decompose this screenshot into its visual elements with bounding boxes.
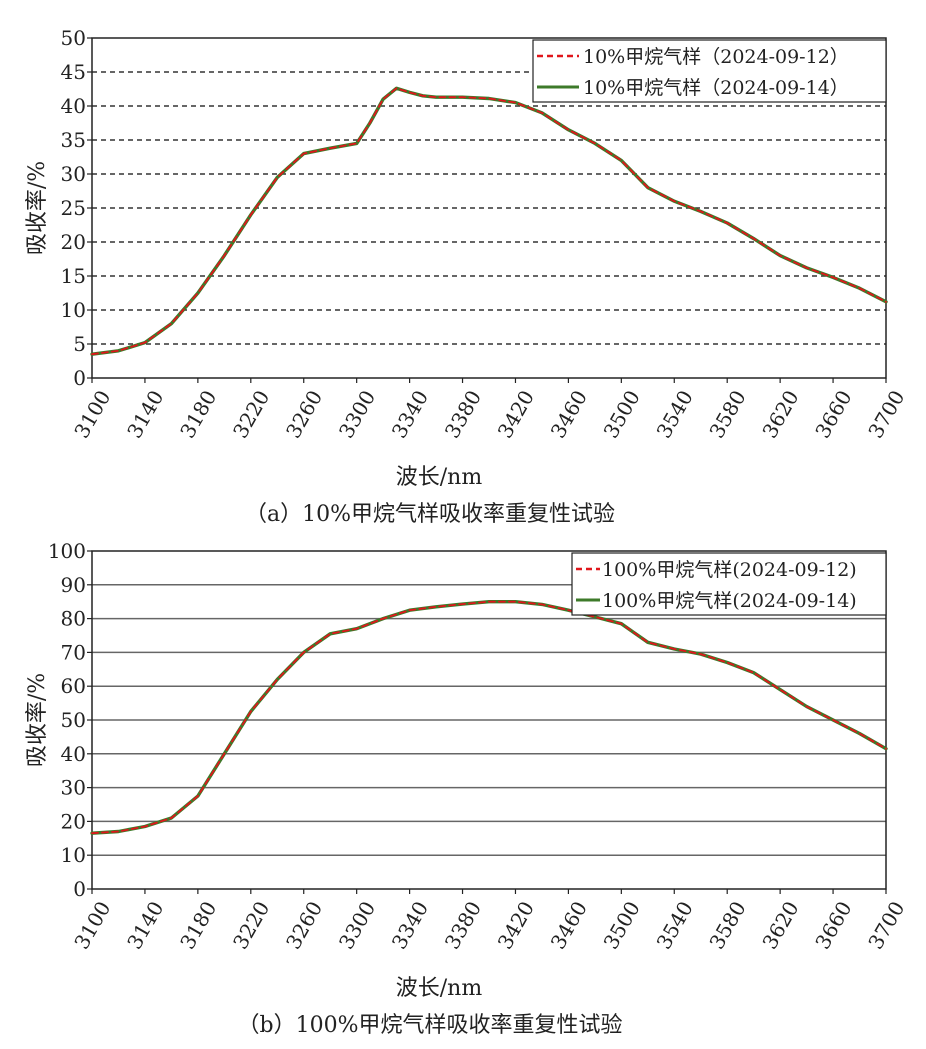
x-tick-label: 3220	[228, 386, 274, 442]
x-tick-label: 3460	[546, 386, 592, 442]
y-tick-label: 35	[61, 128, 86, 152]
y-axis-title: 吸收率/%	[25, 673, 50, 767]
y-tick-label: 10	[61, 298, 86, 322]
x-tick-label: 3380	[440, 897, 486, 953]
x-tick-label: 3660	[810, 897, 856, 953]
x-tick-label: 3340	[387, 897, 433, 953]
x-tick-label: 3500	[599, 386, 645, 442]
x-tick-label: 3700	[863, 897, 909, 953]
y-axis-title: 吸收率/%	[25, 161, 50, 255]
legend-box	[571, 552, 887, 616]
y-tick-label: 15	[61, 264, 86, 288]
y-tick-label: 50	[61, 708, 86, 732]
legend: 10%甲烷气样（2024-09-12） 10%甲烷气样（2024-09-14）	[532, 39, 887, 103]
x-tick-label: 3140	[122, 897, 168, 953]
y-tick-label: 50	[61, 26, 86, 50]
x-tick-label: 3180	[175, 386, 221, 442]
legend: 100%甲烷气样(2024-09-12) 100%甲烷气样(2024-09-14)	[571, 552, 887, 616]
series-line-1	[91, 87, 887, 356]
x-tick-label: 3620	[757, 897, 803, 953]
x-tick-label: 3300	[334, 386, 380, 442]
x-tick-label: 3180	[175, 897, 221, 953]
x-tick-label: 3340	[387, 386, 433, 442]
x-tick-label: 3580	[704, 386, 750, 442]
y-tick-label: 5	[73, 332, 86, 356]
x-tick-label: 3140	[122, 386, 168, 442]
x-tick-label: 3380	[440, 386, 486, 442]
y-tick-label: 70	[61, 640, 86, 664]
y-tick-label: 45	[61, 60, 86, 84]
y-tick-label: 20	[61, 809, 86, 833]
x-tick-label: 3260	[281, 386, 327, 442]
y-tick-label: 40	[61, 94, 86, 118]
series-line-1	[91, 600, 887, 835]
x-tick-label: 3660	[810, 386, 856, 442]
x-tick-label: 3700	[863, 386, 909, 442]
y-tick-label: 20	[61, 230, 86, 254]
y-tick-label: 60	[61, 674, 86, 698]
x-axis-title: 波长/nm	[396, 976, 483, 1001]
x-tick-label: 3620	[757, 386, 803, 442]
x-axis-title: 波长/nm	[396, 465, 483, 490]
y-tick-label: 0	[73, 366, 86, 390]
x-tick-label: 3220	[228, 897, 274, 953]
x-tick-label: 3420	[493, 897, 539, 953]
x-tick-label: 3300	[334, 897, 380, 953]
legend-label-1: 100%甲烷气样(2024-09-12)	[602, 559, 857, 581]
y-tick-label: 100	[48, 539, 86, 563]
legend-label-1: 10%甲烷气样（2024-09-12）	[583, 46, 849, 68]
y-tick-label: 30	[61, 776, 86, 800]
legend-box	[532, 39, 887, 103]
y-tick-label: 30	[61, 162, 86, 186]
x-tick-label: 3500	[599, 897, 645, 953]
y-tick-label: 10	[61, 843, 86, 867]
x-tick-label: 3260	[281, 897, 327, 953]
y-tick-label: 0	[73, 877, 86, 901]
x-tick-label: 3460	[546, 897, 592, 953]
y-tick-label: 80	[61, 607, 86, 631]
x-tick-label: 3540	[652, 386, 698, 442]
x-tick-label: 3100	[69, 897, 115, 953]
figure-caption: （b）100%甲烷气样吸收率重复性试验	[238, 1013, 623, 1038]
x-tick-label: 3540	[652, 897, 698, 953]
y-tick-label: 90	[61, 573, 86, 597]
x-tick-label: 3100	[69, 386, 115, 442]
series-line-2	[90, 86, 888, 356]
legend-label-2: 10%甲烷气样（2024-09-14）	[583, 77, 849, 99]
x-tick-label: 3420	[493, 386, 539, 442]
chart-panel-2: 0 10 20 30 40 50 60 70 80 90 100 3100 3140 3180 3220 32…	[25, 539, 909, 1038]
y-tick-label: 25	[61, 196, 86, 220]
series-line-2	[90, 600, 888, 835]
figure-caption: （a）10%甲烷气样吸收率重复性试验	[245, 502, 615, 527]
x-tick-label: 3580	[704, 897, 750, 953]
legend-label-2: 100%甲烷气样(2024-09-14)	[602, 590, 857, 612]
y-tick-label: 40	[61, 742, 86, 766]
